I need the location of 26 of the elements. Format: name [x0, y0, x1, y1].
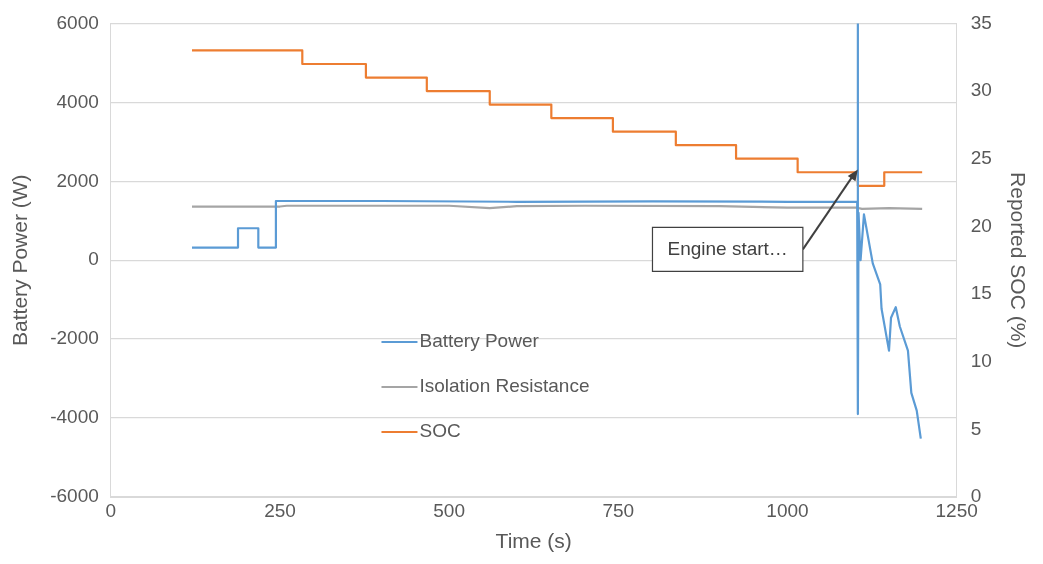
x-tick-label: 750: [602, 499, 635, 521]
x-tick-label: 0: [105, 499, 117, 521]
x-tick-label: 500: [433, 499, 465, 521]
y-axis-title: Battery Power (W): [8, 174, 32, 346]
y-tick-label: 6000: [56, 11, 99, 33]
y-tick-label: -4000: [50, 406, 99, 428]
x-axis-title: Time (s): [495, 529, 572, 553]
x-tick-label: 1000: [766, 499, 809, 521]
legend-label: SOC: [419, 420, 461, 442]
y-tick-label: -6000: [50, 485, 99, 507]
y2-tick-label: 25: [970, 146, 992, 168]
legend-label: Battery Power: [419, 330, 540, 352]
y-tick-label: 2000: [56, 169, 99, 191]
y2-tick-label: 10: [970, 349, 992, 371]
y2-tick-label: 5: [970, 417, 982, 439]
y2-tick-label: 35: [970, 11, 992, 33]
y2-tick-label: 20: [970, 214, 992, 236]
y2-axis-title: Reported SOC (%): [1006, 172, 1030, 349]
x-tick-label: 250: [264, 499, 296, 521]
y-tick-label: 4000: [56, 90, 99, 112]
y-tick-label: 0: [88, 248, 99, 270]
annotation: Engine start…: [667, 237, 788, 259]
y2-tick-label: 30: [970, 79, 992, 101]
y2-tick-label: 15: [970, 282, 992, 304]
legend-label: Isolation Resistance: [419, 375, 590, 397]
y-tick-label: -2000: [50, 327, 99, 349]
